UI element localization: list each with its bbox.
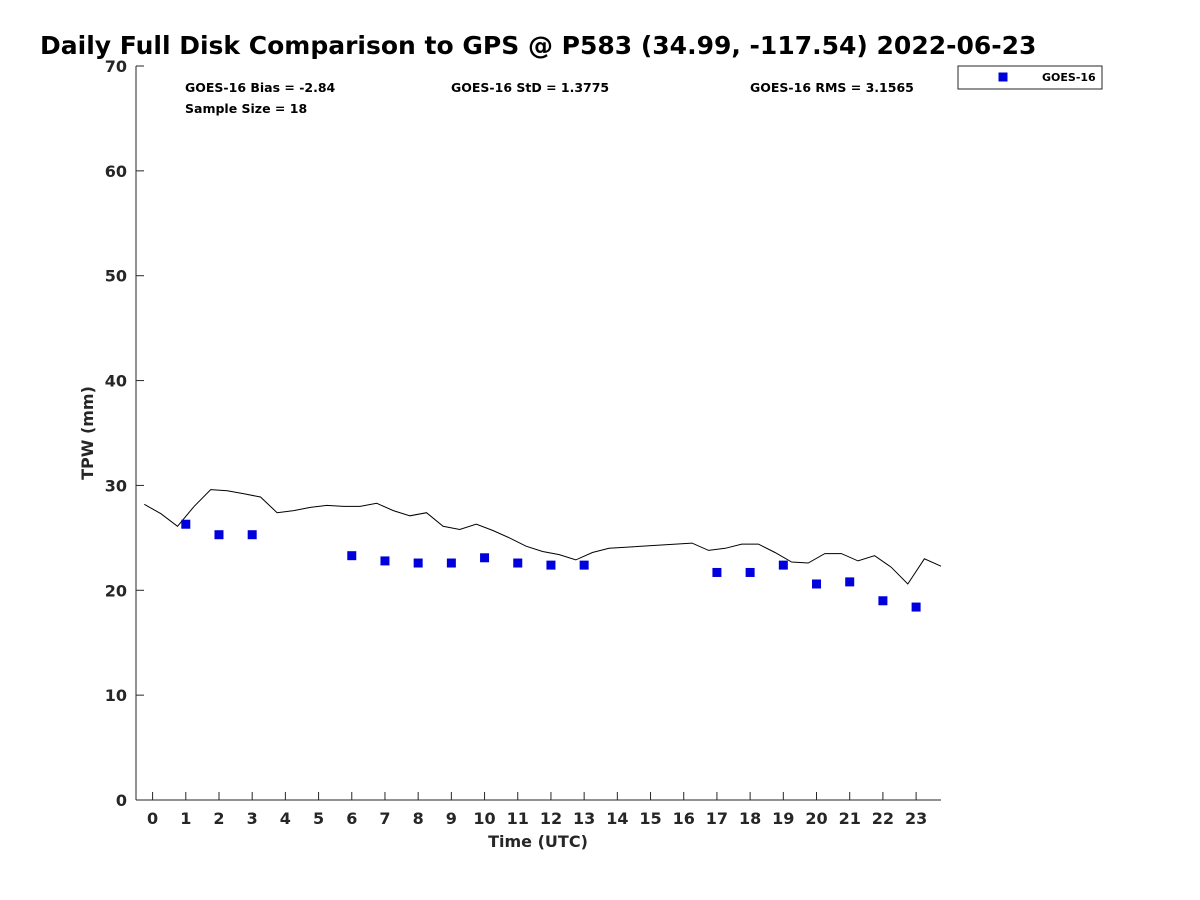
data-point bbox=[845, 577, 855, 587]
y-ticks: 0 10 20 30 40 50 60 70 bbox=[105, 57, 144, 810]
x-tick-label: 1 bbox=[180, 809, 191, 828]
bias-stat: GOES-16 Bias = -2.84 bbox=[185, 80, 336, 95]
data-point bbox=[745, 567, 755, 577]
x-tick-label: 6 bbox=[346, 809, 357, 828]
x-tick-label: 15 bbox=[639, 809, 661, 828]
x-tick-label: 4 bbox=[280, 809, 291, 828]
x-tick-label: 0 bbox=[147, 809, 158, 828]
legend-entry-goes16: GOES-16 bbox=[1042, 71, 1096, 84]
y-tick-label: 10 bbox=[105, 686, 127, 705]
data-point bbox=[778, 560, 788, 570]
data-point bbox=[480, 553, 490, 563]
legend-box bbox=[957, 65, 1103, 90]
x-tick-label: 7 bbox=[379, 809, 390, 828]
chart-title: Daily Full Disk Comparison to GPS @ P583… bbox=[40, 31, 1036, 60]
x-ticks: 0 1 2 3 4 5 6 7 8 9 10 11 12 13 14 15 16 17 18 19 20 21 22 23 bbox=[147, 792, 927, 828]
x-tick-label: 12 bbox=[540, 809, 562, 828]
x-tick-label: 20 bbox=[805, 809, 827, 828]
data-point bbox=[380, 556, 390, 566]
data-point bbox=[347, 551, 357, 561]
data-point bbox=[513, 558, 523, 568]
x-tick-label: 18 bbox=[739, 809, 761, 828]
y-tick-label: 30 bbox=[105, 476, 127, 495]
data-point bbox=[812, 579, 822, 589]
goes16-series-points bbox=[181, 519, 921, 612]
x-tick-label: 10 bbox=[473, 809, 495, 828]
x-tick-label: 8 bbox=[413, 809, 424, 828]
x-tick-label: 9 bbox=[446, 809, 457, 828]
y-tick-label: 40 bbox=[105, 372, 127, 391]
data-point bbox=[181, 519, 191, 529]
y-tick-label: 60 bbox=[105, 162, 127, 181]
data-point bbox=[446, 558, 456, 568]
data-point bbox=[214, 530, 224, 540]
x-tick-label: 17 bbox=[706, 809, 728, 828]
y-tick-label: 70 bbox=[105, 57, 127, 76]
data-point bbox=[878, 596, 888, 606]
y-axis-label: TPW (mm) bbox=[78, 386, 97, 480]
std-stat: GOES-16 StD = 1.3775 bbox=[451, 80, 609, 95]
y-tick-label: 20 bbox=[105, 581, 127, 600]
x-tick-label: 5 bbox=[313, 809, 324, 828]
data-point bbox=[712, 567, 722, 577]
x-tick-label: 21 bbox=[839, 809, 861, 828]
data-point bbox=[546, 560, 556, 570]
gps-series-line bbox=[144, 489, 942, 585]
x-tick-label: 19 bbox=[772, 809, 794, 828]
data-point bbox=[911, 602, 921, 612]
gps-line bbox=[144, 489, 942, 585]
x-tick-label: 16 bbox=[673, 809, 695, 828]
data-point bbox=[413, 558, 423, 568]
legend-marker bbox=[998, 72, 1008, 82]
plot-area bbox=[135, 66, 941, 801]
sample-size-stat: Sample Size = 18 bbox=[185, 101, 307, 116]
x-tick-label: 13 bbox=[573, 809, 595, 828]
x-tick-label: 23 bbox=[905, 809, 927, 828]
x-tick-label: 22 bbox=[872, 809, 894, 828]
x-tick-label: 11 bbox=[507, 809, 529, 828]
x-tick-label: 3 bbox=[247, 809, 258, 828]
data-point bbox=[247, 530, 257, 540]
data-point bbox=[579, 560, 589, 570]
y-tick-label: 50 bbox=[105, 267, 127, 286]
x-tick-label: 2 bbox=[213, 809, 224, 828]
legend: GOES-16 bbox=[957, 65, 1103, 90]
x-axis-label: Time (UTC) bbox=[488, 832, 588, 851]
x-tick-label: 14 bbox=[606, 809, 628, 828]
y-tick-label: 0 bbox=[116, 791, 127, 810]
rms-stat: GOES-16 RMS = 3.1565 bbox=[750, 80, 914, 95]
